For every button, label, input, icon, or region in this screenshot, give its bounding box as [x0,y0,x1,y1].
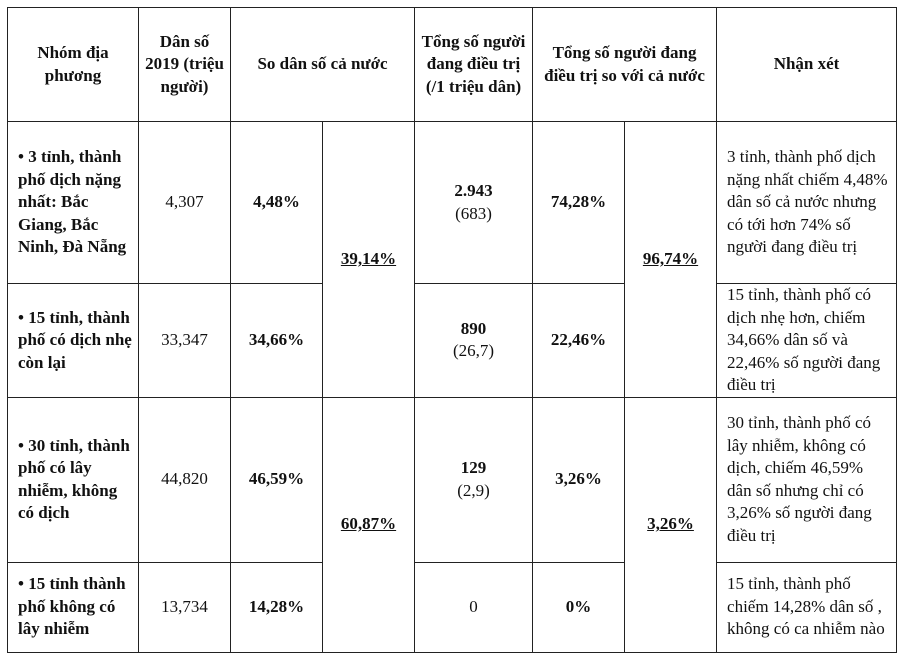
treating-cell: 129 (2,9) [414,396,534,563]
pop-share-merged: 39,14% [321,121,416,398]
population-cell: 33,347 [138,283,231,398]
table-row: • 15 tỉnh thành phố không có lây nhiễm 1… [7,561,898,653]
per-million-value: (2,9) [457,480,490,500]
comment-cell: 3 tỉnh, thành phố dịch nặng nhất chiếm 4… [716,121,898,284]
population-cell: 13,734 [138,561,231,653]
comment-cell: 15 tỉnh, thành phố có dịch nhẹ hơn, chiế… [716,283,898,398]
treat-share-cell: 74,28% [532,121,626,284]
pop-share-cell: 4,48% [230,121,323,284]
treating-value: 2.943 [454,181,493,200]
treat-share-merged: 3,26% [624,396,718,653]
treating-cell: 890 (26,7) [414,283,534,398]
population-cell: 44,820 [138,396,231,563]
header-share-treating: Tổng số người đang điều trị so với cả nư… [532,7,718,122]
treating-cell: 2.943 (683) [414,121,534,284]
group-cell: • 30 tỉnh, thành phố có lây nhiễm, không… [7,396,139,563]
comment-cell: 30 tỉnh, thành phố có lây nhiễm, không c… [716,396,898,563]
pop-share-cell: 14,28% [230,561,323,653]
population-cell: 4,307 [138,121,231,284]
comment-cell: 15 tỉnh, thành phố chiếm 14,28% dân số ,… [716,561,898,653]
per-million-value: (26,7) [452,341,495,361]
header-group: Nhóm địa phương [7,7,139,122]
header-comment: Nhận xét [716,7,898,122]
table-row: • 3 tỉnh, thành phố dịch nặng nhất: Bắc … [7,121,898,398]
table-row: • 15 tỉnh, thành phố có dịch nhẹ còn lại… [7,283,898,398]
treating-value: 890 [460,318,487,338]
per-million-value: (683) [455,203,492,223]
group-cell: • 15 tỉnh thành phố không có lây nhiễm [7,561,139,653]
treating-cell: 0 [414,561,534,653]
group-cell: • 3 tỉnh, thành phố dịch nặng nhất: Bắc … [7,121,139,284]
pop-share-merged: 60,87% [321,396,416,653]
treating-value: 129 [460,458,487,477]
header-treating: Tổng số người đang điều trị (/1 triệu dâ… [414,7,534,122]
treat-share-cell: 0% [532,561,626,653]
treat-share-merged: 96,74% [624,121,718,398]
header-row: Nhóm địa phương Dân số 2019 (triệu người… [7,7,898,122]
treat-share-cell: 3,26% [532,396,626,563]
pop-share-cell: 34,66% [230,283,323,398]
covid-statistics-table: Nhóm địa phương Dân số 2019 (triệu người… [7,7,898,653]
treat-share-cell: 22,46% [532,283,626,398]
pop-share-cell: 46,59% [230,396,323,563]
group-cell: • 15 tỉnh, thành phố có dịch nhẹ còn lại [7,283,139,398]
table-row: • 30 tỉnh, thành phố có lây nhiễm, không… [7,396,898,653]
header-population: Dân số 2019 (triệu người) [138,7,231,122]
header-share-population: So dân số cả nước [229,7,416,122]
